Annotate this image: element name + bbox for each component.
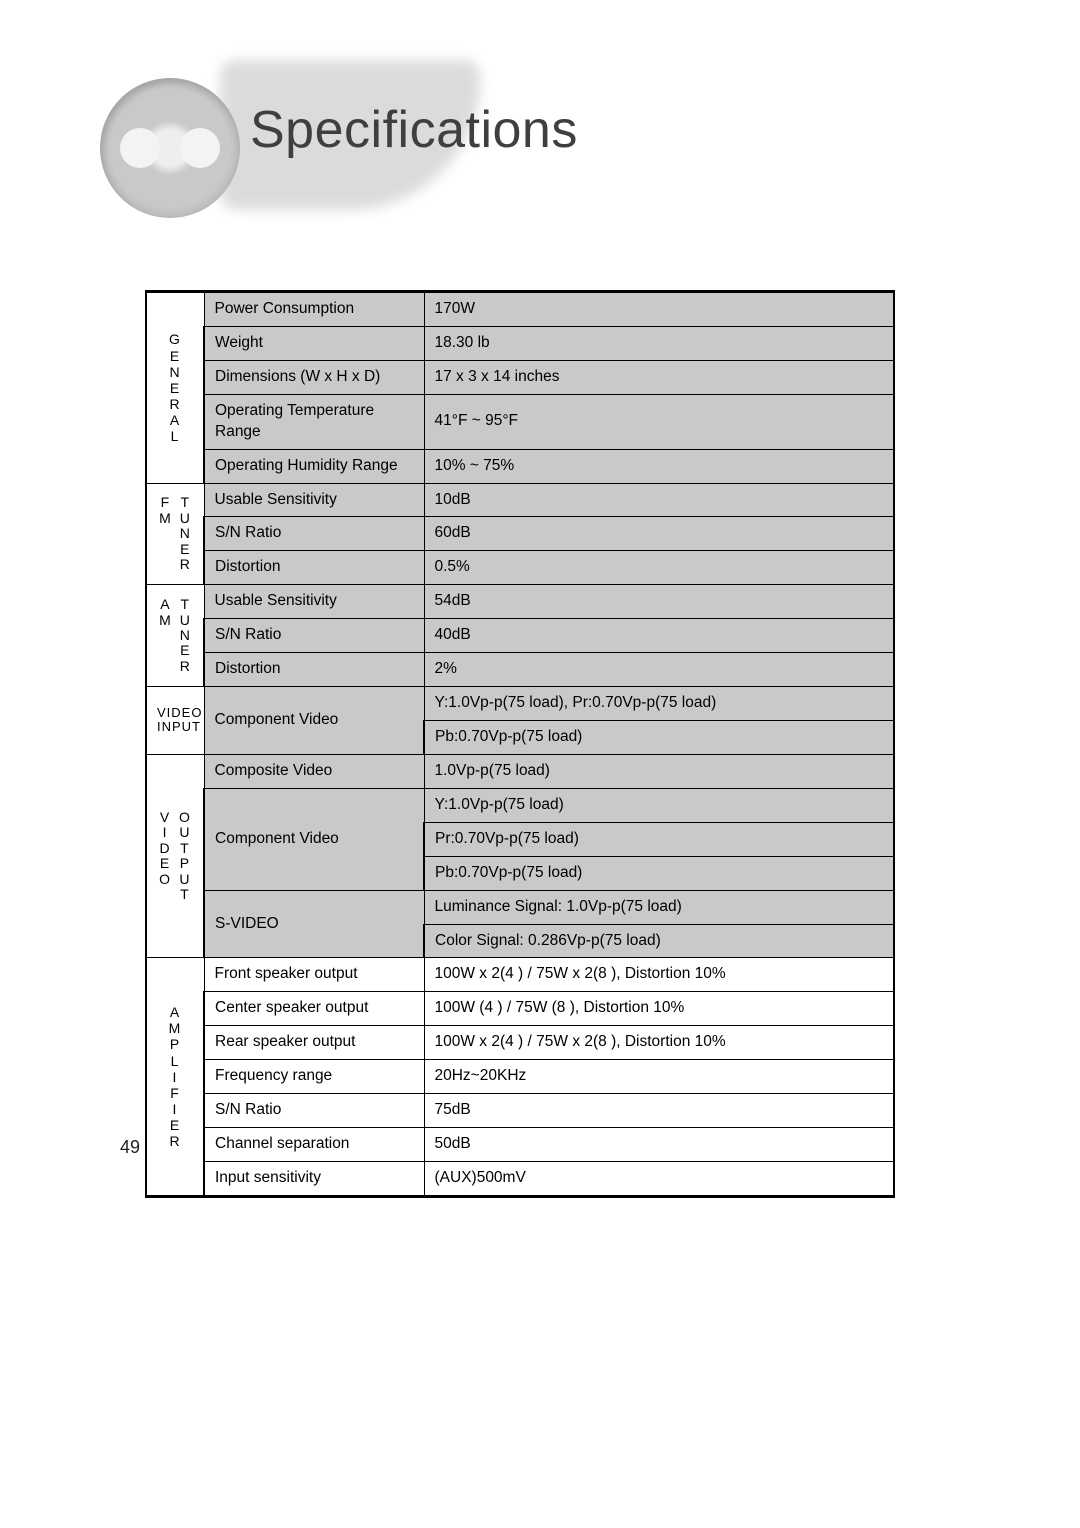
- spec-label: Distortion: [204, 551, 424, 585]
- table-row: Rear speaker output 100W x 2(4 ) / 75W x…: [146, 1026, 894, 1060]
- table-row: AM TUNER Usable Sensitivity 54dB: [146, 585, 894, 619]
- category-video-input: VIDEOINPUT: [146, 687, 204, 755]
- table-row: Component Video Y:1.0Vp-p(75 load): [146, 788, 894, 822]
- spec-label: Operating Temperature Range: [204, 394, 424, 449]
- spec-label: Usable Sensitivity: [204, 585, 424, 619]
- spec-value: 17 x 3 x 14 inches: [424, 360, 894, 394]
- spec-value: 0.5%: [424, 551, 894, 585]
- spec-value: 20Hz~20KHz: [424, 1060, 894, 1094]
- spec-value: Luminance Signal: 1.0Vp-p(75 load): [424, 890, 894, 924]
- spec-value: 41°F ~ 95°F: [424, 394, 894, 449]
- table-row: S/N Ratio 60dB: [146, 517, 894, 551]
- table-row: VIDEOINPUT Component Video Y:1.0Vp-p(75 …: [146, 687, 894, 721]
- reel-icon: [100, 78, 240, 218]
- spec-value: 100W (4 ) / 75W (8 ), Distortion 10%: [424, 992, 894, 1026]
- spec-value: 100W x 2(4 ) / 75W x 2(8 ), Distortion 1…: [424, 958, 894, 992]
- category-amplifier: AMPLIFIER: [146, 958, 204, 1195]
- spec-label: S/N Ratio: [204, 619, 424, 653]
- spec-value: (AUX)500mV: [424, 1161, 894, 1195]
- spec-label: Center speaker output: [204, 992, 424, 1026]
- spec-label: Usable Sensitivity: [204, 483, 424, 517]
- spec-value: 10% ~ 75%: [424, 449, 894, 483]
- spec-label: S/N Ratio: [204, 517, 424, 551]
- table-row: Center speaker output 100W (4 ) / 75W (8…: [146, 992, 894, 1026]
- spec-value: 1.0Vp-p(75 load): [424, 754, 894, 788]
- table-row: Weight 18.30 lb: [146, 326, 894, 360]
- spec-value: 50dB: [424, 1128, 894, 1162]
- table-row: Input sensitivity (AUX)500mV: [146, 1161, 894, 1195]
- spec-label: S-VIDEO: [204, 890, 424, 958]
- spec-label: Frequency range: [204, 1060, 424, 1094]
- spec-value: 18.30 lb: [424, 326, 894, 360]
- table-row: S/N Ratio 40dB: [146, 619, 894, 653]
- spec-value: Color Signal: 0.286Vp-p(75 load): [424, 924, 894, 958]
- table-row: GENERAL Power Consumption 170W: [146, 293, 894, 327]
- spec-value: 2%: [424, 653, 894, 687]
- category-am-tuner: AM TUNER: [146, 585, 204, 687]
- spec-value: 10dB: [424, 483, 894, 517]
- spec-value: 60dB: [424, 517, 894, 551]
- spec-value: 170W: [424, 293, 894, 327]
- spec-value: 100W x 2(4 ) / 75W x 2(8 ), Distortion 1…: [424, 1026, 894, 1060]
- spec-value: 54dB: [424, 585, 894, 619]
- spec-label: Distortion: [204, 653, 424, 687]
- table-row: FM TUNER Usable Sensitivity 10dB: [146, 483, 894, 517]
- spec-label: Channel separation: [204, 1128, 424, 1162]
- spec-label: Power Consumption: [204, 293, 424, 327]
- table-row: Distortion 0.5%: [146, 551, 894, 585]
- table-row: S-VIDEO Luminance Signal: 1.0Vp-p(75 loa…: [146, 890, 894, 924]
- table-row: S/N Ratio 75dB: [146, 1094, 894, 1128]
- table-row: VIDEO OUTPUT Composite Video 1.0Vp-p(75 …: [146, 754, 894, 788]
- spec-label: Component Video: [204, 788, 424, 890]
- table-row: Operating Humidity Range 10% ~ 75%: [146, 449, 894, 483]
- page-title: Specifications: [250, 100, 578, 160]
- table-row: Distortion 2%: [146, 653, 894, 687]
- table-row: Frequency range 20Hz~20KHz: [146, 1060, 894, 1094]
- spec-value: Pr:0.70Vp-p(75 load): [424, 822, 894, 856]
- spec-label: Input sensitivity: [204, 1161, 424, 1195]
- spec-value: Pb:0.70Vp-p(75 load): [424, 720, 894, 754]
- category-video-output: VIDEO OUTPUT: [146, 754, 204, 958]
- spec-label: Component Video: [204, 687, 424, 755]
- table-row: Operating Temperature Range 41°F ~ 95°F: [146, 394, 894, 449]
- spec-value: Pb:0.70Vp-p(75 load): [424, 856, 894, 890]
- spec-label: Weight: [204, 326, 424, 360]
- category-fm-tuner: FM TUNER: [146, 483, 204, 585]
- spec-label: Dimensions (W x H x D): [204, 360, 424, 394]
- category-general: GENERAL: [146, 293, 204, 484]
- spec-value: 40dB: [424, 619, 894, 653]
- specifications-table: GENERAL Power Consumption 170W Weight 18…: [145, 290, 895, 1198]
- spec-label: Front speaker output: [204, 958, 424, 992]
- spec-value: Y:1.0Vp-p(75 load): [424, 788, 894, 822]
- table-row: Dimensions (W x H x D) 17 x 3 x 14 inche…: [146, 360, 894, 394]
- spec-label: S/N Ratio: [204, 1094, 424, 1128]
- page-number: 49: [120, 1137, 140, 1158]
- spec-value: Y:1.0Vp-p(75 load), Pr:0.70Vp-p(75 load): [424, 687, 894, 721]
- spec-value: 75dB: [424, 1094, 894, 1128]
- table-row: Channel separation 50dB: [146, 1128, 894, 1162]
- table-row: AMPLIFIER Front speaker output 100W x 2(…: [146, 958, 894, 992]
- page: Specifications GENERAL Power Consumption…: [0, 0, 1080, 1528]
- spec-label: Composite Video: [204, 754, 424, 788]
- spec-label: Rear speaker output: [204, 1026, 424, 1060]
- spec-label: Operating Humidity Range: [204, 449, 424, 483]
